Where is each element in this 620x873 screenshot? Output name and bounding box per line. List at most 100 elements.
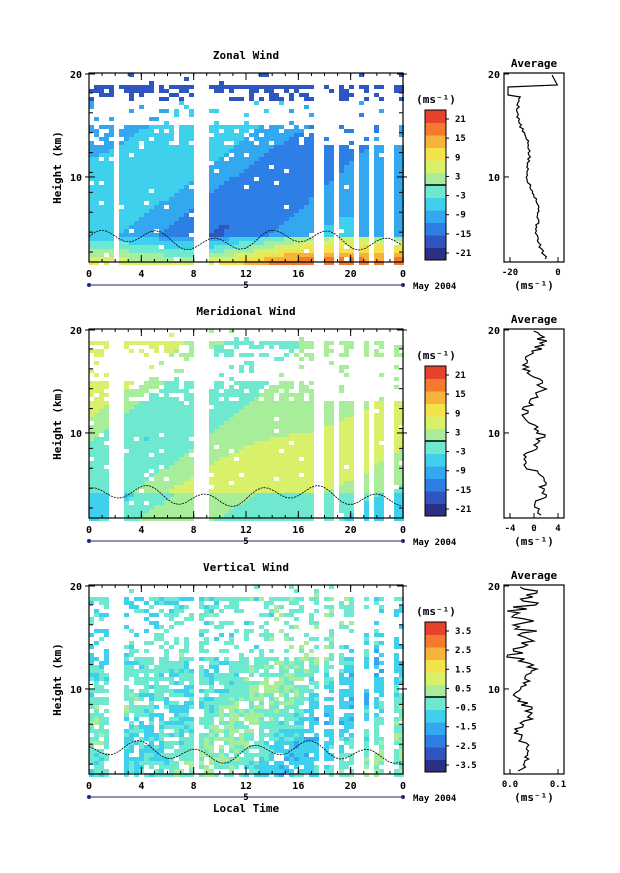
heatmap-cell bbox=[154, 465, 159, 469]
heatmap-cell bbox=[179, 257, 184, 261]
heatmap-cell bbox=[259, 417, 264, 421]
heatmap-cell bbox=[214, 405, 219, 409]
heatmap-cell bbox=[169, 153, 174, 157]
heatmap-cell bbox=[149, 233, 154, 237]
heatmap-cell bbox=[289, 141, 294, 145]
heatmap-cell bbox=[349, 421, 354, 425]
heatmap-cell bbox=[344, 517, 349, 521]
heatmap-cell bbox=[279, 509, 284, 513]
heatmap-cell bbox=[364, 137, 369, 141]
heatmap-cell bbox=[159, 485, 164, 489]
heatmap-cell bbox=[189, 705, 194, 709]
heatmap-cell bbox=[339, 473, 344, 477]
heatmap-cell bbox=[119, 217, 124, 221]
heatmap-cell bbox=[104, 493, 109, 497]
heatmap-cell bbox=[129, 93, 134, 97]
heatmap-cell bbox=[224, 181, 229, 185]
heatmap-cell bbox=[244, 261, 249, 265]
heatmap-cell bbox=[154, 261, 159, 265]
heatmap-cell bbox=[209, 421, 214, 425]
heatmap-cell bbox=[99, 701, 104, 705]
heatmap-cell bbox=[309, 353, 314, 357]
heatmap-cell bbox=[229, 401, 234, 405]
heatmap-cell bbox=[229, 385, 234, 389]
heatmap-cell bbox=[309, 449, 314, 453]
heatmap-cell bbox=[269, 137, 274, 141]
heatmap-cell bbox=[394, 425, 399, 429]
heatmap-cell bbox=[234, 245, 239, 249]
heatmap-cell bbox=[219, 373, 224, 377]
heatmap-cell bbox=[264, 437, 269, 441]
heatmap-cell bbox=[254, 477, 259, 481]
heatmap-cell bbox=[394, 149, 399, 153]
heatmap-cell bbox=[134, 217, 139, 221]
heatmap-cell bbox=[134, 149, 139, 153]
heatmap-cell bbox=[249, 181, 254, 185]
heatmap-cell bbox=[284, 741, 289, 745]
heatmap-cell bbox=[309, 169, 314, 173]
heatmap-cell bbox=[264, 621, 269, 625]
heatmap-cell bbox=[269, 185, 274, 189]
heatmap-cell bbox=[269, 425, 274, 429]
heatmap-cell bbox=[329, 237, 334, 241]
heatmap-cell bbox=[144, 693, 149, 697]
heatmap-cell bbox=[184, 385, 189, 389]
heatmap-cell bbox=[259, 261, 264, 265]
date-axis-end bbox=[87, 539, 91, 543]
heatmap-cell bbox=[279, 681, 284, 685]
heatmap-cell bbox=[254, 385, 259, 389]
heatmap-cell bbox=[394, 477, 399, 481]
heatmap-cell bbox=[219, 461, 224, 465]
heatmap-cell bbox=[104, 657, 109, 661]
heatmap-cell bbox=[209, 497, 214, 501]
heatmap-cell bbox=[239, 181, 244, 185]
heatmap-cell bbox=[294, 477, 299, 481]
heatmap-cell bbox=[234, 85, 239, 89]
heatmap-cell bbox=[244, 401, 249, 405]
heatmap-cell bbox=[109, 209, 114, 213]
heatmap-cell bbox=[134, 513, 139, 517]
heatmap-cell bbox=[214, 385, 219, 389]
heatmap-cell bbox=[144, 705, 149, 709]
heatmap-cell bbox=[399, 197, 404, 201]
heatmap-cell bbox=[279, 345, 284, 349]
heatmap-cell bbox=[159, 189, 164, 193]
heatmap-cell bbox=[169, 85, 174, 89]
heatmap-cell bbox=[244, 169, 249, 173]
heatmap-cell bbox=[329, 441, 334, 445]
heatmap-cell bbox=[379, 261, 384, 265]
heatmap-cell bbox=[344, 505, 349, 509]
heatmap-cell bbox=[279, 473, 284, 477]
heatmap-cell bbox=[324, 213, 329, 217]
heatmap-cell bbox=[289, 477, 294, 481]
heatmap-cell bbox=[294, 225, 299, 229]
heatmap-cell bbox=[254, 461, 259, 465]
heatmap-cell bbox=[324, 169, 329, 173]
heatmap-cell bbox=[164, 425, 169, 429]
heatmap-cell bbox=[149, 517, 154, 521]
heatmap-cell bbox=[124, 665, 129, 669]
heatmap-cell bbox=[294, 237, 299, 241]
heatmap-cell bbox=[129, 757, 134, 761]
heatmap-cell bbox=[259, 73, 264, 77]
heatmap-cell bbox=[264, 637, 269, 641]
heatmap-cell bbox=[274, 701, 279, 705]
heatmap-cell bbox=[89, 453, 94, 457]
heatmap-cell bbox=[189, 245, 194, 249]
heatmap-cell bbox=[154, 469, 159, 473]
heatmap-cell bbox=[289, 729, 294, 733]
heatmap-cell bbox=[229, 441, 234, 445]
heatmap-cell bbox=[104, 633, 109, 637]
heatmap-cell bbox=[99, 509, 104, 513]
heatmap-cell bbox=[119, 233, 124, 237]
heatmap-cell bbox=[109, 233, 114, 237]
heatmap-cell bbox=[234, 389, 239, 393]
heatmap-cell bbox=[224, 657, 229, 661]
heatmap-cell bbox=[144, 617, 149, 621]
heatmap-cell bbox=[294, 417, 299, 421]
heatmap-cell bbox=[329, 193, 334, 197]
heatmap-cell bbox=[264, 753, 269, 757]
heatmap-cell bbox=[259, 757, 264, 761]
heatmap-cell bbox=[189, 733, 194, 737]
heatmap-cell bbox=[379, 201, 384, 205]
